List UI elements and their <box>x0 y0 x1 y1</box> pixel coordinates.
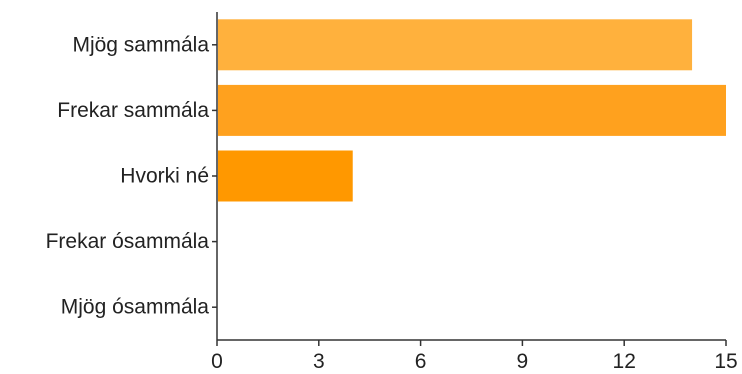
bar <box>218 19 693 71</box>
x-tick-label: 12 <box>613 350 636 373</box>
category-label: Mjög sammála <box>72 33 209 56</box>
category-label: Frekar sammála <box>57 99 209 122</box>
x-tick-label: 15 <box>714 350 737 373</box>
category-labels: Mjög sammála Frekar sammála Hvorki né Freka… <box>46 33 210 318</box>
bar <box>218 150 353 202</box>
x-tick-label: 0 <box>211 350 223 373</box>
x-tick-label: 6 <box>415 350 427 373</box>
category-label: Hvorki né <box>120 165 209 188</box>
x-axis-ticks: 0 3 6 9 12 15 <box>211 44 738 373</box>
category-label: Mjög ósammála <box>61 296 210 319</box>
x-tick-label: 3 <box>313 350 325 373</box>
x-tick-label: 9 <box>517 350 529 373</box>
bars-layer <box>218 19 726 202</box>
bar <box>218 84 726 136</box>
category-label: Frekar ósammála <box>46 230 210 253</box>
